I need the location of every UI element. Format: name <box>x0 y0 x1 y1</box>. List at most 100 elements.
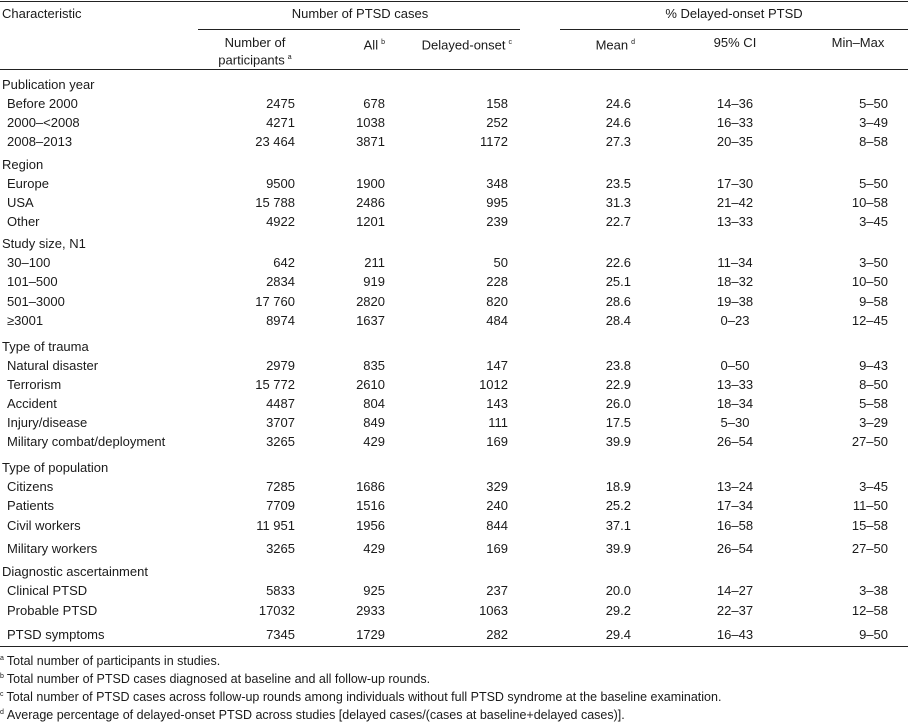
cell-all: 2933 <box>356 603 385 618</box>
cell-mean: 31.3 <box>605 195 631 210</box>
cell-delayed: 239 <box>486 214 508 229</box>
cell-mean: 23.5 <box>605 176 631 191</box>
cell-minmax: 27–50 <box>851 434 888 449</box>
header-delayed-onset-text: Delayed-onset <box>421 37 506 53</box>
group-rule-ptsd-cases <box>198 29 520 30</box>
cell-minmax: 11–50 <box>852 498 888 513</box>
header-mean-text: Mean <box>595 37 629 53</box>
row-label: Probable PTSD <box>7 603 98 618</box>
cell-participants: 23 464 <box>255 134 295 149</box>
cell-participants: 7345 <box>266 627 295 642</box>
row-label: Injury/disease <box>7 415 88 430</box>
cell-ci: 11–34 <box>717 255 753 270</box>
header-rule <box>0 69 908 70</box>
cell-participants: 2834 <box>266 274 295 289</box>
row-label: 101–500 <box>7 274 58 289</box>
footnote-text: Average percentage of delayed-onset PTSD… <box>6 708 625 723</box>
row-label: Military workers <box>7 541 98 556</box>
group-rule-delayed <box>560 29 908 30</box>
cell-all: 2610 <box>356 377 385 392</box>
cell-ci: 0–50 <box>720 358 750 373</box>
cell-ci: 0–23 <box>720 313 750 328</box>
bottom-rule <box>0 646 908 647</box>
cell-mean: 23.8 <box>605 358 631 373</box>
cell-delayed: 1172 <box>480 134 508 149</box>
row-label: Civil workers <box>7 518 81 533</box>
row-label: Before 2000 <box>7 96 78 111</box>
cell-participants: 4487 <box>266 396 295 411</box>
cell-ci: 21–42 <box>716 195 754 210</box>
header-group-ptsd-cases: Number of PTSD cases <box>291 6 429 21</box>
cell-all: 1516 <box>356 498 385 513</box>
cell-mean: 27.3 <box>605 134 631 149</box>
header-mean: Mean d <box>580 35 635 52</box>
header-delayed-onset: Delayed-onset c <box>400 35 512 52</box>
cell-mean: 22.7 <box>605 214 631 229</box>
cell-all: 678 <box>363 96 385 111</box>
cell-mean: 26.0 <box>605 396 631 411</box>
footnote: a Total number of participants in studies… <box>0 651 220 669</box>
cell-participants: 2979 <box>266 358 295 373</box>
cell-delayed: 329 <box>486 479 508 494</box>
cell-all: 1038 <box>356 115 385 130</box>
row-label: Clinical PTSD <box>7 583 88 598</box>
cell-mean: 25.1 <box>605 274 631 289</box>
cell-ci: 14–36 <box>716 96 754 111</box>
cell-delayed: 228 <box>486 274 508 289</box>
footnote-text: Total number of participants in studies. <box>6 654 221 669</box>
cell-mean: 24.6 <box>605 96 631 111</box>
header-characteristic: Characteristic <box>2 6 82 21</box>
footnote: c Total number of PTSD cases across follo… <box>0 687 721 705</box>
cell-participants: 4271 <box>266 115 295 130</box>
footnote-text: Total number of PTSD cases diagnosed at … <box>6 672 431 687</box>
cell-ci: 5–30 <box>720 415 750 430</box>
cell-minmax: 10–58 <box>851 195 888 210</box>
row-label: Terrorism <box>7 377 62 392</box>
cell-participants: 3265 <box>266 434 295 449</box>
cell-delayed: 820 <box>486 294 508 309</box>
cell-all: 2486 <box>356 195 385 210</box>
section-title: Region <box>2 157 44 172</box>
cell-delayed: 282 <box>486 627 508 642</box>
cell-all: 925 <box>363 583 385 598</box>
cell-all: 835 <box>363 358 385 373</box>
cell-mean: 29.2 <box>605 603 631 618</box>
cell-minmax: 9–50 <box>859 627 888 642</box>
cell-minmax: 3–29 <box>859 415 888 430</box>
cell-delayed: 143 <box>486 396 508 411</box>
cell-minmax: 9–43 <box>859 358 888 373</box>
cell-ci: 22–37 <box>716 603 754 618</box>
cell-all: 211 <box>364 255 385 270</box>
footnote-mark-b: b <box>381 39 385 46</box>
footnote-mark: c <box>0 691 4 698</box>
cell-all: 1900 <box>356 176 385 191</box>
cell-ci: 18–34 <box>716 396 754 411</box>
cell-minmax: 3–38 <box>859 583 888 598</box>
header-minmax: Min–Max <box>831 35 885 50</box>
cell-ci: 26–54 <box>716 541 754 556</box>
cell-ci: 18–32 <box>716 274 754 289</box>
cell-ci: 16–58 <box>716 518 754 533</box>
cell-participants: 7285 <box>266 479 295 494</box>
cell-all: 429 <box>363 434 385 449</box>
cell-mean: 37.1 <box>605 518 631 533</box>
row-label: Accident <box>7 396 57 411</box>
cell-minmax: 5–50 <box>859 96 888 111</box>
footnote-mark: a <box>0 655 4 662</box>
section-title: Diagnostic ascertainment <box>2 564 148 579</box>
cell-participants: 15 772 <box>255 377 295 392</box>
row-label: Europe <box>7 176 49 191</box>
cell-participants: 8974 <box>266 313 295 328</box>
cell-participants: 17032 <box>258 603 295 618</box>
cell-minmax: 12–58 <box>851 603 888 618</box>
footnote: d Average percentage of delayed-onset PTS… <box>0 705 625 723</box>
cell-ci: 20–35 <box>716 134 754 149</box>
cell-minmax: 27–50 <box>851 541 888 556</box>
cell-delayed: 484 <box>486 313 508 328</box>
cell-mean: 29.4 <box>605 627 631 642</box>
row-label: 501–3000 <box>7 294 65 309</box>
cell-delayed: 1012 <box>479 377 508 392</box>
cell-all: 1956 <box>356 518 385 533</box>
header-ci: 95% CI <box>713 35 757 50</box>
